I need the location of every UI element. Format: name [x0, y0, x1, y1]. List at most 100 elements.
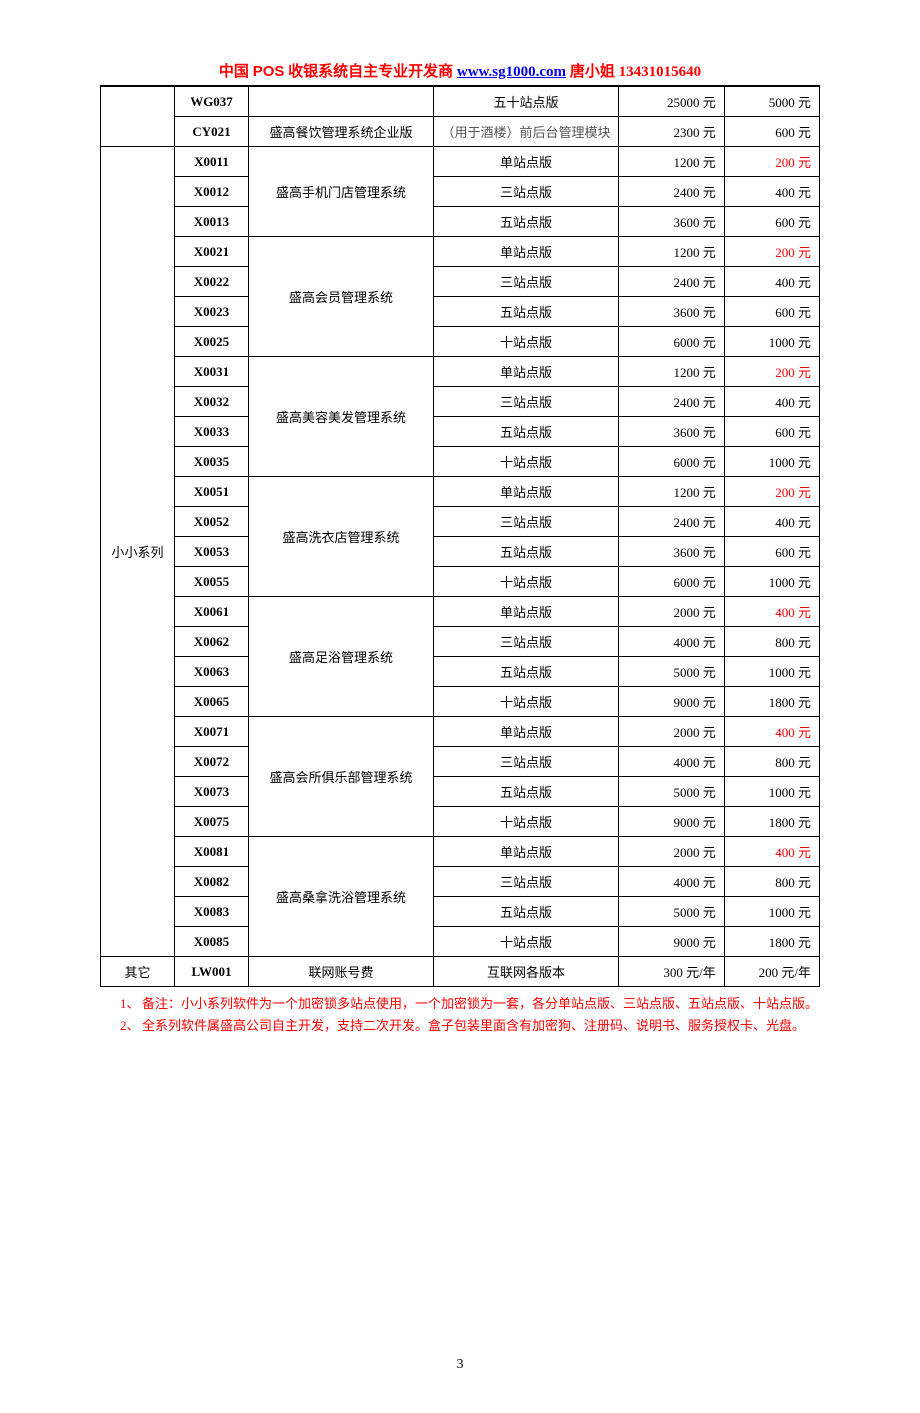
edition-name: 单站点版	[434, 477, 619, 507]
price-2: 400 元	[724, 177, 819, 207]
product-code: CY021	[175, 117, 249, 147]
edition-name: 三站点版	[434, 507, 619, 537]
price-2: 400 元	[724, 837, 819, 867]
product-code: X0055	[175, 567, 249, 597]
edition-name: 五站点版	[434, 537, 619, 567]
price-1: 300 元/年	[619, 957, 725, 987]
table-row: 其它LW001联网账号费互联网各版本300 元/年200 元/年	[101, 957, 820, 987]
system-name	[249, 87, 434, 117]
table-row: X0055十站点版6000 元1000 元	[101, 567, 820, 597]
edition-name: 三站点版	[434, 867, 619, 897]
price-1: 3600 元	[619, 537, 725, 567]
header-url[interactable]: www.sg1000.com	[457, 64, 566, 80]
table-row: X0065 十站点版9000 元1800 元	[101, 687, 820, 717]
table-row: X0022三站点版2400 元400 元	[101, 267, 820, 297]
price-2: 200 元	[724, 477, 819, 507]
table-row: X0062三站点版4000 元800 元	[101, 627, 820, 657]
edition-name: 五站点版	[434, 297, 619, 327]
table-row: X0031盛高美容美发管理系统单站点版1200 元200 元	[101, 357, 820, 387]
price-2: 1000 元	[724, 567, 819, 597]
footnote-text: 备注：小小系列软件为一个加密锁多站点使用，一个加密锁为一套，各分单站点版、三站点…	[142, 993, 820, 1015]
edition-name: （用于酒楼）前后台管理模块	[434, 117, 619, 147]
product-code: X0063	[175, 657, 249, 687]
product-code: X0025	[175, 327, 249, 357]
system-name: 盛高洗衣店管理系统	[249, 477, 434, 597]
table-row: X0071盛高会所俱乐部管理系统单站点版2000 元400 元	[101, 717, 820, 747]
product-code: X0065	[175, 687, 249, 717]
price-1: 25000 元	[619, 87, 725, 117]
price-1: 2400 元	[619, 267, 725, 297]
edition-name: 五站点版	[434, 777, 619, 807]
price-1: 2000 元	[619, 717, 725, 747]
product-code: LW001	[175, 957, 249, 987]
table-row: 小小系列X0011盛高手机门店管理系统单站点版1200 元200 元	[101, 147, 820, 177]
header-pos: POS	[253, 63, 285, 80]
edition-name: 三站点版	[434, 177, 619, 207]
price-1: 6000 元	[619, 567, 725, 597]
product-code: X0052	[175, 507, 249, 537]
product-code: X0012	[175, 177, 249, 207]
price-2: 400 元	[724, 387, 819, 417]
edition-name: 十站点版	[434, 447, 619, 477]
header-prefix: 中国	[219, 64, 253, 80]
product-code: X0082	[175, 867, 249, 897]
price-1: 9000 元	[619, 687, 725, 717]
table-row: X0013五站点版3600 元600 元	[101, 207, 820, 237]
price-2: 1800 元	[724, 687, 819, 717]
product-code: X0033	[175, 417, 249, 447]
price-2: 1000 元	[724, 327, 819, 357]
edition-name: 十站点版	[434, 927, 619, 957]
price-1: 1200 元	[619, 357, 725, 387]
edition-name: 单站点版	[434, 717, 619, 747]
product-code: X0051	[175, 477, 249, 507]
table-row: X0085十站点版9000 元1800 元	[101, 927, 820, 957]
product-code: X0053	[175, 537, 249, 567]
footnote-num: 2、	[120, 1015, 142, 1037]
header-mid: 收银系统自主专业开发商	[284, 64, 453, 80]
price-2: 5000 元	[724, 87, 819, 117]
price-1: 1200 元	[619, 237, 725, 267]
edition-name: 五站点版	[434, 207, 619, 237]
table-row: CY021盛高餐饮管理系统企业版（用于酒楼）前后台管理模块2300 元600 元	[101, 117, 820, 147]
price-1: 1200 元	[619, 477, 725, 507]
system-name: 盛高桑拿洗浴管理系统	[249, 837, 434, 957]
price-1: 3600 元	[619, 207, 725, 237]
price-1: 2300 元	[619, 117, 725, 147]
price-2: 600 元	[724, 537, 819, 567]
product-code: X0072	[175, 747, 249, 777]
product-code: X0081	[175, 837, 249, 867]
product-code: X0021	[175, 237, 249, 267]
series-cell: 其它	[101, 957, 175, 987]
product-code: X0085	[175, 927, 249, 957]
table-row: X0083五站点版5000 元1000 元	[101, 897, 820, 927]
price-2: 200 元	[724, 147, 819, 177]
footnote-num: 1、	[120, 993, 142, 1015]
system-name: 盛高餐饮管理系统企业版	[249, 117, 434, 147]
footnote-text: 全系列软件属盛高公司自主开发，支持二次开发。盒子包装里面含有加密狗、注册码、说明…	[142, 1015, 820, 1037]
price-2: 400 元	[724, 597, 819, 627]
edition-name: 单站点版	[434, 837, 619, 867]
price-1: 6000 元	[619, 447, 725, 477]
edition-name: 五站点版	[434, 897, 619, 927]
price-2: 800 元	[724, 747, 819, 777]
table-row: X0025十站点版6000 元1000 元	[101, 327, 820, 357]
price-2: 800 元	[724, 627, 819, 657]
footnotes: 1、 备注：小小系列软件为一个加密锁多站点使用，一个加密锁为一套，各分单站点版、…	[100, 993, 820, 1037]
edition-name: 五站点版	[434, 657, 619, 687]
edition-name: 五站点版	[434, 417, 619, 447]
price-2: 1800 元	[724, 927, 819, 957]
edition-name: 单站点版	[434, 147, 619, 177]
edition-name: 三站点版	[434, 387, 619, 417]
price-1: 1200 元	[619, 147, 725, 177]
product-code: WG037	[175, 87, 249, 117]
page-number: 3	[100, 1357, 820, 1373]
page-header: 中国 POS 收银系统自主专业开发商 www.sg1000.com 唐小姐 13…	[100, 60, 820, 86]
system-name: 盛高手机门店管理系统	[249, 147, 434, 237]
product-code: X0035	[175, 447, 249, 477]
price-table: WG037五十站点版25000 元5000 元CY021盛高餐饮管理系统企业版（…	[100, 86, 820, 987]
series-cell	[101, 87, 175, 147]
edition-name: 十站点版	[434, 687, 619, 717]
table-row: X0075十站点版9000 元1800 元	[101, 807, 820, 837]
table-row: X0072三站点版4000 元800 元	[101, 747, 820, 777]
edition-name: 三站点版	[434, 747, 619, 777]
